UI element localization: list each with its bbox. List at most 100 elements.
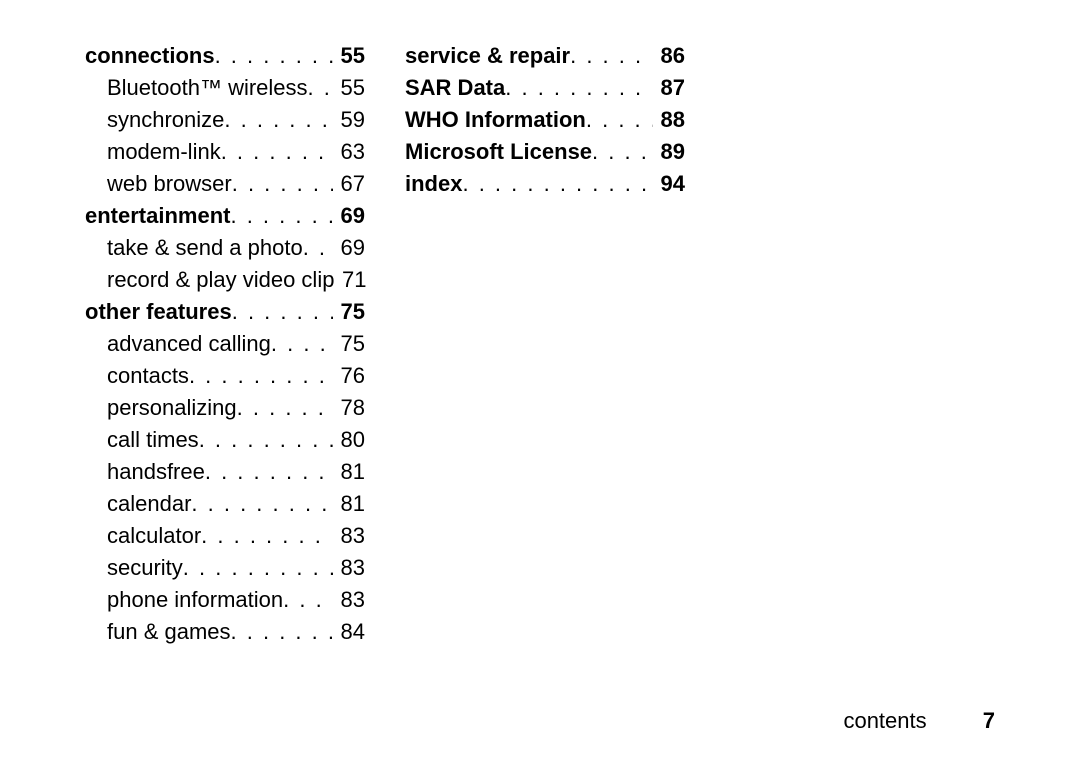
toc-page-number: 84 [333,616,365,648]
toc-page-number: 88 [653,104,685,136]
toc-title: calculator [107,520,201,552]
toc-entry: Bluetooth™ wireless 55 [85,72,365,104]
toc-page-number: 89 [653,136,685,168]
toc-page-number: 94 [653,168,685,200]
toc-page-number: 76 [333,360,365,392]
toc-entry: fun & games 84 [85,616,365,648]
toc-page-number: 55 [333,40,365,72]
toc-entry: advanced calling 75 [85,328,365,360]
toc-entry: other features 75 [85,296,365,328]
toc-page-number: 83 [333,520,365,552]
toc-page: connections55Bluetooth™ wireless55synchr… [0,0,1080,764]
toc-title: advanced calling [107,328,271,360]
toc-leader-dots [232,296,333,328]
toc-leader-dots [462,168,653,200]
toc-entry: phone information83 [85,584,365,616]
toc-title: contacts [107,360,189,392]
toc-page-number: 55 [333,72,365,104]
toc-leader-dots [308,72,333,104]
toc-page-number: 71 [334,264,366,296]
toc-leader-dots [271,328,333,360]
toc-page-number: 80 [333,424,365,456]
toc-leader-dots [215,40,333,72]
toc-page-number: 63 [333,136,365,168]
toc-leader-dots [232,168,333,200]
toc-entry: WHO Information 88 [405,104,685,136]
toc-leader-dots [303,232,333,264]
toc-title: security [107,552,183,584]
toc-title: WHO Information [405,104,586,136]
toc-entry: index 94 [405,168,685,200]
toc-page-number: 75 [333,328,365,360]
toc-column-right: service & repair86SAR Data87WHO Informat… [405,40,685,648]
toc-leader-dots [199,424,333,456]
toc-title: entertainment [85,200,230,232]
toc-title: calendar [107,488,191,520]
toc-title: synchronize [107,104,224,136]
toc-title: other features [85,296,232,328]
toc-entry: call times 80 [85,424,365,456]
toc-entry: calculator 83 [85,520,365,552]
toc-entry: take & send a photo 69 [85,232,365,264]
toc-entry: web browser 67 [85,168,365,200]
toc-page-number: 69 [333,232,365,264]
toc-title: modem-link [107,136,221,168]
toc-leader-dots [191,488,333,520]
toc-leader-dots [237,392,333,424]
page-footer: contents 7 [843,708,995,734]
toc-page-number: 87 [653,72,685,104]
toc-page-number: 86 [653,40,685,72]
toc-leader-dots [221,136,333,168]
toc-entry: handsfree 81 [85,456,365,488]
toc-page-number: 83 [333,552,365,584]
toc-entry: security 83 [85,552,365,584]
toc-leader-dots [205,456,333,488]
toc-entry: service & repair 86 [405,40,685,72]
toc-title: call times [107,424,199,456]
toc-title: Microsoft License [405,136,592,168]
toc-page-number: 81 [333,488,365,520]
toc-leader-dots [586,104,653,136]
toc-title: Bluetooth™ wireless [107,72,308,104]
toc-title: personalizing [107,392,237,424]
toc-column-left: connections55Bluetooth™ wireless55synchr… [85,40,365,648]
toc-page-number: 69 [333,200,365,232]
toc-leader-dots [283,584,333,616]
toc-entry: modem-link 63 [85,136,365,168]
toc-page-number: 75 [333,296,365,328]
toc-entry: SAR Data 87 [405,72,685,104]
toc-leader-dots [183,552,333,584]
toc-title: service & repair [405,40,570,72]
toc-leader-dots [592,136,653,168]
toc-title: handsfree [107,456,205,488]
toc-leader-dots [570,40,653,72]
toc-title: SAR Data [405,72,505,104]
toc-entry: entertainment 69 [85,200,365,232]
toc-entry: contacts 76 [85,360,365,392]
toc-title: take & send a photo [107,232,303,264]
toc-leader-dots [189,360,333,392]
toc-entry: Microsoft License 89 [405,136,685,168]
footer-page-number: 7 [983,708,995,733]
toc-leader-dots [231,616,333,648]
toc-title: connections [85,40,215,72]
toc-title: record & play video clip [107,264,334,296]
toc-columns: connections55Bluetooth™ wireless55synchr… [85,40,995,648]
toc-leader-dots [230,200,333,232]
footer-label: contents [843,708,926,733]
toc-title: index [405,168,462,200]
toc-title: fun & games [107,616,231,648]
toc-entry: personalizing 78 [85,392,365,424]
toc-page-number: 81 [333,456,365,488]
toc-entry: synchronize 59 [85,104,365,136]
toc-leader-dots [201,520,333,552]
toc-leader-dots [505,72,653,104]
toc-leader-dots [224,104,333,136]
toc-page-number: 78 [333,392,365,424]
toc-title: web browser [107,168,232,200]
toc-entry: record & play video clip71 [85,264,365,296]
toc-page-number: 83 [333,584,365,616]
toc-entry: connections 55 [85,40,365,72]
toc-page-number: 59 [333,104,365,136]
toc-page-number: 67 [333,168,365,200]
